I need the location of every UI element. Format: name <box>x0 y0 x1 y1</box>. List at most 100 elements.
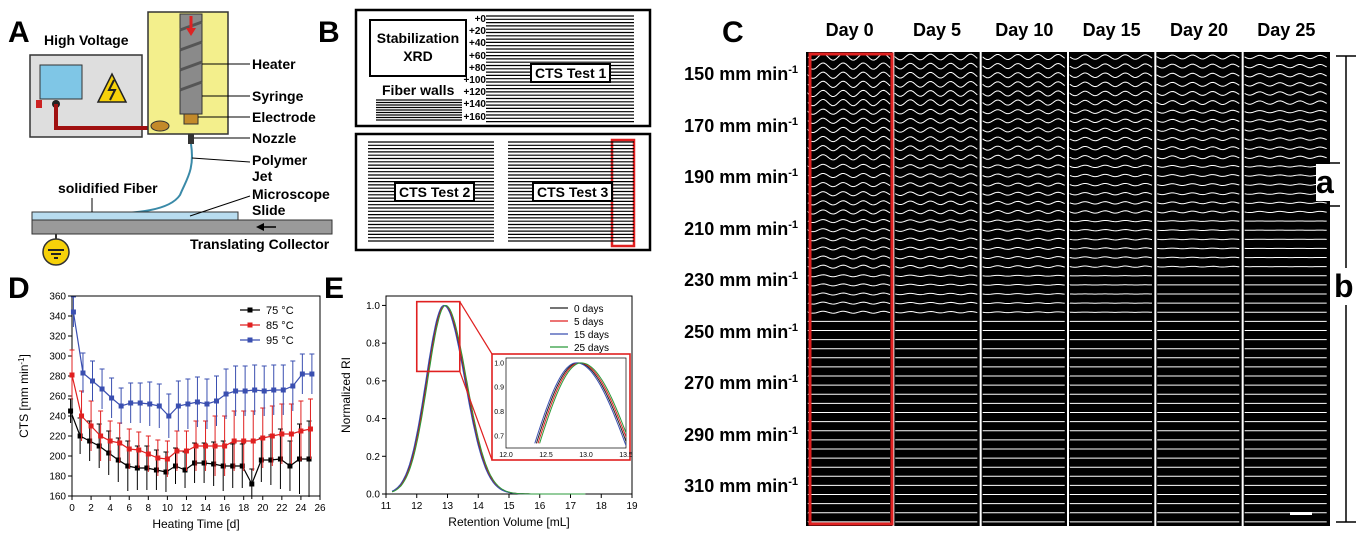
data-point <box>96 443 102 449</box>
x-tick-label: 12 <box>411 501 423 512</box>
data-point <box>185 401 191 407</box>
data-point <box>306 456 312 462</box>
fiber-trace <box>807 283 891 287</box>
y-axis-label: CTS [mm min-1] <box>17 354 32 438</box>
highlight-cts3 <box>610 138 636 248</box>
fiber-trace <box>807 98 891 107</box>
y-tick-label: 0.2 <box>366 452 380 463</box>
legend-marker <box>247 337 253 343</box>
fiber-trace <box>982 99 1066 106</box>
label-polymer: Polymer <box>252 152 308 168</box>
fiber-trace <box>895 283 978 287</box>
fiber-trace <box>1157 210 1240 214</box>
y-tick-label: 160 <box>49 492 66 503</box>
data-point <box>296 456 302 462</box>
fiber-trace <box>1069 99 1153 106</box>
data-point <box>307 426 313 432</box>
fiber-trace <box>895 274 978 277</box>
x-tick-label: 11 <box>381 501 392 512</box>
fiber-trace <box>982 136 1065 142</box>
fiber-trace <box>1069 145 1153 151</box>
data-point <box>163 469 169 475</box>
inset-frame <box>491 353 631 461</box>
fiber-trace <box>807 191 891 197</box>
legend-marker <box>247 307 253 313</box>
fiber-trace <box>1244 63 1327 69</box>
speed-label: 270 mm min-1 <box>684 373 798 393</box>
fiber-trace <box>982 182 1065 187</box>
data-point <box>183 448 189 454</box>
data-point <box>309 371 315 377</box>
fiber-trace <box>1157 118 1240 123</box>
data-point <box>201 460 207 466</box>
fiber-trace <box>1157 192 1240 196</box>
fiber-trace <box>1244 82 1327 87</box>
fiber-trace <box>895 246 978 251</box>
data-point <box>166 413 172 419</box>
data-point <box>241 438 247 444</box>
data-point <box>125 463 131 469</box>
fiber-trace <box>982 265 1065 269</box>
fiber-trace <box>982 63 1066 70</box>
x-tick-label: 0 <box>69 503 75 514</box>
fiber-trace <box>982 90 1066 97</box>
fiber-trace <box>807 237 891 242</box>
legend-label: 95 °C <box>266 335 294 347</box>
data-point <box>145 451 151 457</box>
zoom-connector <box>459 301 493 355</box>
bracket-b-label: b <box>1334 268 1354 305</box>
y-axis-label: Normalized RI <box>339 357 353 433</box>
label-cts-test-2: CTS Test 2 <box>394 182 476 202</box>
fiber-trace <box>982 154 1065 160</box>
panel-b-letter: B <box>318 16 340 49</box>
fiber-trace <box>1244 165 1327 168</box>
data-point <box>204 401 210 407</box>
fiber-trace <box>895 145 978 151</box>
fiber-trace <box>807 209 891 215</box>
y-tick-label: 340 <box>49 312 66 323</box>
zoom-connector <box>459 371 493 461</box>
fiber-trace <box>807 80 891 88</box>
fiber-trace <box>982 209 1065 214</box>
fiber-trace <box>807 292 891 296</box>
fiber-trace <box>982 283 1065 286</box>
data-point <box>99 386 105 392</box>
fiber-trace <box>895 311 978 314</box>
day-header: Day 0 <box>825 20 874 40</box>
fiber-trace <box>807 219 891 224</box>
fiber-trace <box>807 228 891 233</box>
data-point <box>287 463 293 469</box>
data-point <box>70 309 76 315</box>
fiber-trace <box>1244 192 1327 195</box>
fiber-trace <box>1069 63 1153 69</box>
offset-label: +40 <box>469 38 486 50</box>
panel-a-letter: A <box>8 16 30 49</box>
fiber-trace <box>1244 210 1327 214</box>
offset-label: +60 <box>469 50 486 62</box>
fiber-trace <box>1069 90 1153 97</box>
fiber-trace <box>893 108 978 115</box>
speed-label: 290 mm min-1 <box>684 424 798 445</box>
fiber-trace <box>807 145 891 152</box>
data-point <box>242 388 248 394</box>
cts-vs-heating-chart: 0 2 4 6 8 10 12 14 16 18 20 22 24 2616018020022024026… <box>17 292 326 532</box>
fiber-trace <box>1155 63 1240 69</box>
data-point <box>223 391 229 397</box>
data-point <box>88 423 94 429</box>
fiber-trace <box>1157 109 1240 114</box>
bracket-a-label: a <box>1316 164 1334 201</box>
fiber-trace <box>982 173 1065 178</box>
inset-y-tick-label: 1.0 <box>494 360 504 367</box>
fiber-trace <box>893 200 978 206</box>
fiber-trace <box>895 264 978 269</box>
fiber-trace <box>895 292 978 296</box>
fiber-trace <box>1069 229 1153 232</box>
nozzle <box>188 134 194 144</box>
fiber-trace <box>1069 72 1153 78</box>
data-point <box>261 388 267 394</box>
y-tick-label: 360 <box>49 292 66 303</box>
fiber-trace <box>807 182 891 188</box>
data-point <box>290 383 296 389</box>
inset-x-tick-label: 12.0 <box>499 452 513 459</box>
panel-d-letter: D <box>8 272 30 305</box>
